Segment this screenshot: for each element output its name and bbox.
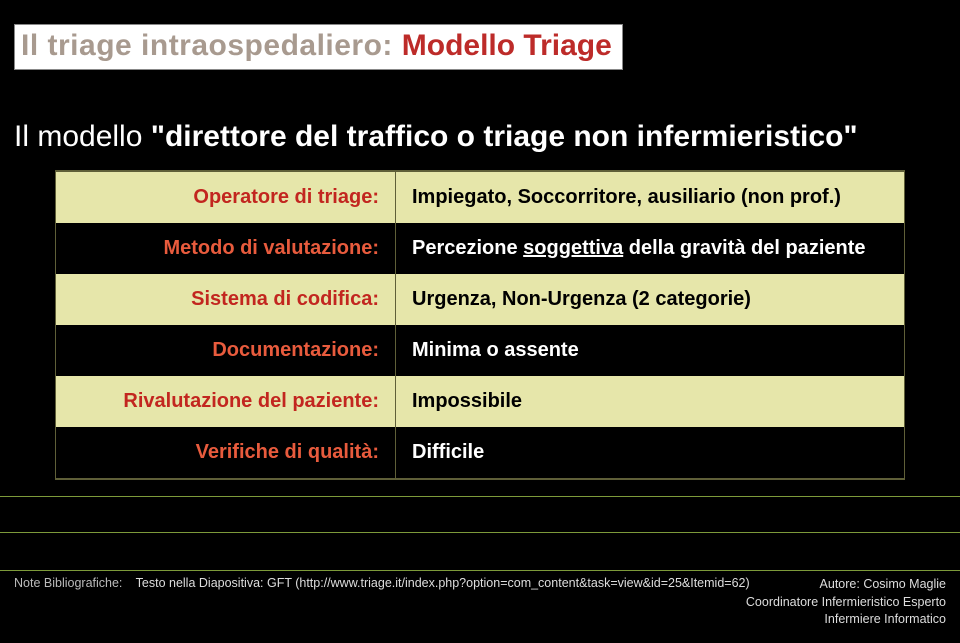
footer-biblio: Note Bibliografiche: Testo nella Diaposi… xyxy=(14,576,750,590)
row-label: Metodo di valutazione: xyxy=(56,223,396,274)
table-row: Operatore di triage: Impiegato, Soccorri… xyxy=(56,171,905,223)
author-role: Infermiere Informatico xyxy=(746,611,946,629)
title-prefix: Il triage intraospedaliero: xyxy=(21,29,402,62)
intro-prefix: Il modello xyxy=(14,120,151,153)
row-label: Operatore di triage: xyxy=(56,171,396,223)
author-name: Autore: Cosimo Maglie xyxy=(746,576,946,594)
table-row: Rivalutazione del paziente: Impossibile xyxy=(56,376,905,427)
biblio-text: Testo nella Diapositiva: GFT (http://www… xyxy=(136,576,750,590)
biblio-label: Note Bibliografiche: xyxy=(14,576,122,590)
divider-line xyxy=(0,496,960,497)
row-value: Urgenza, Non-Urgenza (2 categorie) xyxy=(396,274,905,325)
row-value: Impossibile xyxy=(396,376,905,427)
slide-title-box: Il triage intraospedaliero: Modello Tria… xyxy=(14,24,623,70)
triage-table: Operatore di triage: Impiegato, Soccorri… xyxy=(55,170,905,480)
intro-bold: "direttore del traffico o triage non inf… xyxy=(151,120,858,153)
footer-author: Autore: Cosimo Maglie Coordinatore Infer… xyxy=(746,576,946,629)
divider-line xyxy=(0,570,960,571)
row-label: Sistema di codifica: xyxy=(56,274,396,325)
row-value: Percezione soggettiva della gravità del … xyxy=(396,223,905,274)
row-label: Documentazione: xyxy=(56,325,396,376)
table-row: Documentazione: Minima o assente xyxy=(56,325,905,376)
row-value: Difficile xyxy=(396,427,905,479)
intro-line: Il modello "direttore del traffico o tri… xyxy=(14,120,858,154)
table-row: Verifiche di qualità: Difficile xyxy=(56,427,905,479)
row-label: Verifiche di qualità: xyxy=(56,427,396,479)
row-label: Rivalutazione del paziente: xyxy=(56,376,396,427)
row-value: Impiegato, Soccorritore, ausiliario (non… xyxy=(396,171,905,223)
divider-line xyxy=(0,532,960,533)
table-row: Sistema di codifica: Urgenza, Non-Urgenz… xyxy=(56,274,905,325)
table-row: Metodo di valutazione: Percezione sogget… xyxy=(56,223,905,274)
author-role: Coordinatore Infermieristico Esperto xyxy=(746,594,946,612)
title-highlight: Modello Triage xyxy=(402,29,612,62)
row-value: Minima o assente xyxy=(396,325,905,376)
